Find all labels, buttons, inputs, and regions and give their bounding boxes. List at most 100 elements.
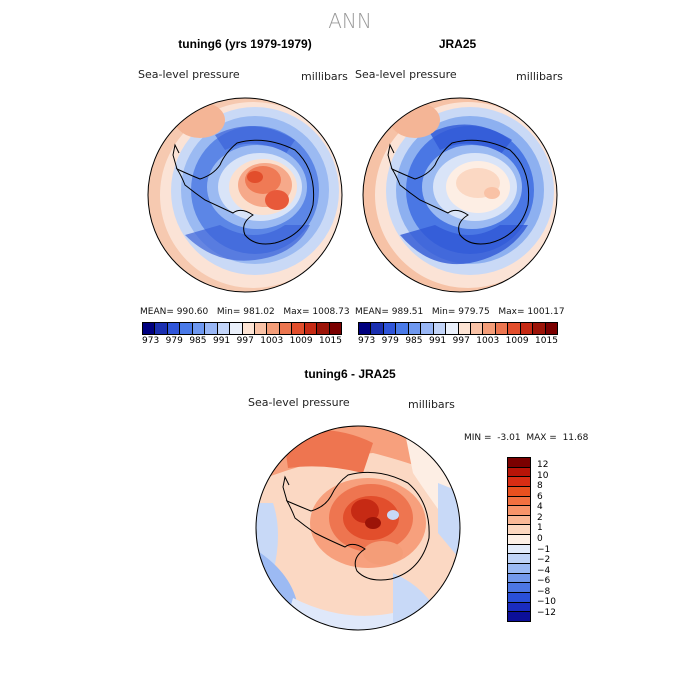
panel-2-colorbar-swatch — [359, 323, 372, 334]
panel-3-colorbar-swatch — [508, 506, 530, 516]
panel-2-colorbar-swatch — [508, 323, 521, 334]
panel-3-colorbar-tick-label: −2 — [537, 555, 551, 566]
panel-3-colorbar-tick-label: 12 — [537, 460, 549, 470]
panel-1-colorbar — [142, 322, 342, 335]
panel-2-colorbar-swatch — [396, 323, 409, 334]
panel-2-colorbar-tick-label: 1015 — [535, 336, 558, 346]
panel-2-colorbar — [358, 322, 558, 335]
panel-3-colorbar-swatch — [508, 602, 530, 613]
panel-1-variable: Sea-level pressure — [138, 68, 240, 81]
panel-2-colorbar-tick-label: 985 — [405, 336, 423, 346]
panel-2-mean-label: MEAN= — [355, 307, 389, 317]
panel-1-stats: MEAN= 990.60 Min= 981.02 Max= 1008.73 — [140, 307, 350, 317]
panel-3-min-label: MIN = — [464, 433, 492, 443]
panel-3-polar-map — [255, 425, 461, 631]
panel-3-colorbar-tick-label: −10 — [537, 597, 556, 608]
panel-1-colorbar-swatch — [230, 323, 243, 334]
panel-1-colorbar-swatch — [217, 323, 231, 334]
panel-2-colorbar-swatch — [458, 323, 471, 334]
panel-1-min-label: Min= — [216, 307, 241, 317]
panel-1-colorbar-swatch — [329, 323, 341, 334]
panel-3-colorbar-swatch — [508, 612, 530, 621]
panel-1-title: tuning6 (yrs 1979-1979) — [178, 37, 312, 51]
panel-3-colorbar-swatch — [508, 525, 530, 536]
panel-2-colorbar-tick-label: 1009 — [505, 336, 529, 346]
panel-3-colorbar-swatch — [508, 458, 530, 468]
panel-3-colorbar-tick-label: −6 — [537, 576, 551, 587]
panel-2-min-label: Min= — [431, 307, 456, 317]
panel-3-colorbar-swatch — [508, 477, 530, 487]
panel-3-colorbar-tick-label: −8 — [537, 586, 551, 597]
panel-1-colorbar-swatch — [304, 323, 318, 334]
panel-1-colorbar-tick-label: 985 — [189, 336, 207, 346]
panel-2-polar-map — [362, 97, 558, 293]
panel-3-colorbar-labels: 12 10 8 6 4 2 1 0 −1 −2 −4 −6 −8 −10 −12 — [537, 460, 556, 618]
panel-2-colorbar-swatch — [408, 323, 422, 334]
panel-2-colorbar-swatch — [470, 323, 484, 334]
panel-2-colorbar-swatch — [446, 323, 459, 334]
panel-3-stats: MIN = -3.01 MAX = 11.68 — [464, 433, 588, 443]
panel-1-colorbar-swatch — [267, 323, 280, 334]
panel-1-units: millibars — [301, 70, 348, 83]
panel-1-colorbar-swatch — [254, 323, 268, 334]
panel-2-colorbar-tick-label: 973 — [358, 336, 376, 346]
panel-2-stats: MEAN= 989.51 Min= 979.75 Max= 1001.17 — [355, 307, 565, 317]
panel-1-colorbar-tick-label: 973 — [142, 336, 160, 346]
panel-1-colorbar-tick-label: 1009 — [289, 336, 313, 346]
panel-2-min: 979.75 — [458, 307, 490, 317]
panel-1-colorbar-swatch — [143, 323, 156, 334]
panel-2-max: 1001.17 — [527, 307, 565, 317]
panel-2-colorbar-tick-label: 997 — [452, 336, 470, 346]
panel-3-colorbar-tick-label: −1 — [537, 544, 551, 555]
panel-3-colorbar-swatch — [508, 564, 530, 574]
panel-3-colorbar-swatch — [508, 496, 530, 507]
panel-3-min: -3.01 — [497, 433, 521, 443]
panel-2-title: JRA25 — [438, 37, 477, 51]
panel-3-colorbar-swatch — [508, 535, 530, 545]
panel-3-colorbar-swatch — [508, 554, 530, 565]
panel-3-colorbar-swatch — [508, 573, 530, 584]
panel-2-colorbar-tick-label: 1003 — [476, 336, 500, 346]
panel-3-units: millibars — [408, 398, 455, 411]
panel-2-units: millibars — [516, 70, 563, 83]
figure-title: ANN — [328, 9, 372, 33]
panel-3-colorbar-tick-label: 0 — [537, 533, 543, 544]
panel-2-colorbar-swatch — [433, 323, 447, 334]
panel-3-colorbar-tick-label: 8 — [537, 481, 543, 492]
panel-2-colorbar-tick-label: 979 — [381, 336, 399, 346]
panel-1-colorbar-tick-label: 979 — [165, 336, 183, 346]
panel-1-colorbar-swatch — [317, 323, 330, 334]
panel-3-max: 11.68 — [562, 433, 589, 443]
panel-3-antarctica-coastline — [285, 471, 430, 581]
panel-2-max-label: Max= — [498, 307, 525, 317]
panel-1-colorbar-labels: 973 979 985 991 997 1003 1009 1015 — [142, 336, 342, 346]
panel-2-colorbar-swatch — [371, 323, 384, 334]
panel-3-colorbar-tick-label: 10 — [537, 470, 549, 481]
panel-1-colorbar-swatch — [180, 323, 193, 334]
panel-2-colorbar-tick-label: 991 — [428, 336, 447, 346]
panel-2-colorbar-swatch — [495, 323, 509, 334]
panel-3-colorbar-tick-label: −12 — [537, 607, 556, 618]
panel-1-colorbar-swatch — [167, 323, 181, 334]
panel-3-variable: Sea-level pressure — [248, 396, 350, 409]
panel-1-mean: 990.60 — [176, 307, 209, 317]
panel-2-variable: Sea-level pressure — [355, 68, 457, 81]
panel-3-colorbar-tick-label: −4 — [537, 565, 551, 576]
panel-3-colorbar-swatch — [508, 486, 530, 497]
panel-2-colorbar-swatch — [383, 323, 397, 334]
panel-1-max-label: Max= — [283, 307, 310, 317]
panel-1-antarctica-coastline — [175, 139, 315, 245]
panel-2-colorbar-swatch — [421, 323, 434, 334]
panel-1-colorbar-swatch — [205, 323, 218, 334]
panel-1-colorbar-swatch — [155, 323, 168, 334]
panel-1-polar-map — [147, 97, 343, 293]
panel-3-max-label: MAX = — [526, 433, 557, 443]
panel-3-colorbar-swatch — [508, 583, 530, 593]
panel-1-colorbar-swatch — [292, 323, 305, 334]
panel-1-max: 1008.73 — [312, 307, 350, 317]
panel-3-colorbar-swatch — [508, 515, 530, 526]
panel-1-colorbar-tick-label: 991 — [212, 336, 231, 346]
panel-2-antarctica-coastline — [390, 139, 530, 245]
panel-2-colorbar-swatch — [545, 323, 557, 334]
panel-1-colorbar-swatch — [242, 323, 255, 334]
